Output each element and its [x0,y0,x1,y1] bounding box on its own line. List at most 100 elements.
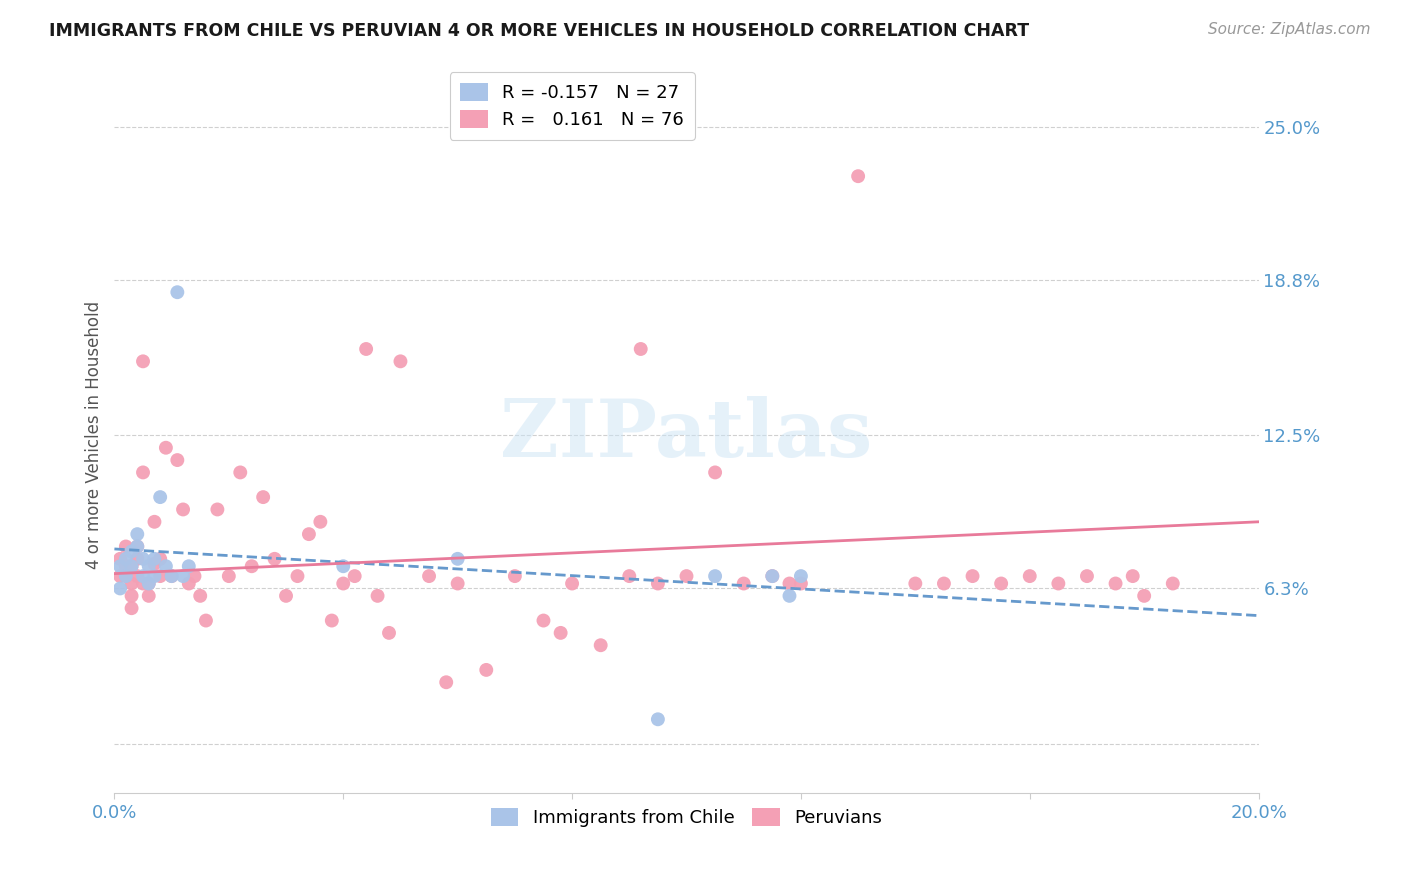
Point [207,502,229,516]
Point [561,576,583,591]
Point [132,551,155,566]
Point [704,466,727,480]
Point [194,614,217,628]
Point [149,490,172,504]
Text: ZIPatlas: ZIPatlas [501,396,873,475]
Point [298,527,321,541]
Point [127,569,149,583]
Point [779,576,801,591]
Point [790,569,813,583]
Point [1161,576,1184,591]
Point [155,441,177,455]
Point [962,569,984,583]
Point [343,569,366,583]
Point [143,551,166,566]
Point [704,569,727,583]
Point [127,527,149,541]
Point [550,626,572,640]
Point [904,576,927,591]
Point [418,569,440,583]
Point [503,569,526,583]
Point [321,614,343,628]
Point [675,569,697,583]
Point [733,576,755,591]
Point [1133,589,1156,603]
Point [475,663,498,677]
Point [160,569,183,583]
Point [647,576,669,591]
Point [108,559,131,574]
Point [367,589,389,603]
Point [434,675,457,690]
Point [287,569,309,583]
Point [127,540,149,554]
Point [121,559,143,574]
Point [121,544,143,558]
Point [143,557,166,571]
Point [143,569,166,583]
Point [132,576,155,591]
Y-axis label: 4 or more Vehicles in Household: 4 or more Vehicles in Household [86,301,103,569]
Point [932,576,955,591]
Point [790,576,813,591]
Point [188,589,211,603]
Point [121,589,143,603]
Point [108,582,131,596]
Point [177,576,200,591]
Point [779,589,801,603]
Point [183,569,205,583]
Text: Source: ZipAtlas.com: Source: ZipAtlas.com [1208,22,1371,37]
Point [127,540,149,554]
Point [108,569,131,583]
Point [155,559,177,574]
Point [630,342,652,356]
Point [149,551,172,566]
Point [309,515,332,529]
Point [115,569,138,583]
Point [160,569,183,583]
Point [177,559,200,574]
Point [132,466,155,480]
Point [121,559,143,574]
Point [263,551,285,566]
Point [1047,576,1070,591]
Point [138,576,160,591]
Point [274,589,297,603]
Point [589,638,612,652]
Point [121,601,143,615]
Point [533,614,555,628]
Point [619,569,641,583]
Point [378,626,401,640]
Point [115,559,138,574]
Point [172,502,194,516]
Point [108,551,131,566]
Point [127,551,149,566]
Point [1104,576,1126,591]
Point [121,576,143,591]
Point [332,576,354,591]
Point [761,569,783,583]
Point [115,540,138,554]
Point [115,569,138,583]
Point [138,576,160,591]
Point [218,569,240,583]
Point [166,285,188,300]
Point [143,515,166,529]
Point [166,453,188,467]
Point [1122,569,1144,583]
Legend: Immigrants from Chile, Peruvians: Immigrants from Chile, Peruvians [484,801,889,834]
Point [1018,569,1040,583]
Point [990,576,1012,591]
Point [846,169,869,184]
Point [332,559,354,574]
Point [447,551,470,566]
Point [354,342,377,356]
Text: IMMIGRANTS FROM CHILE VS PERUVIAN 4 OR MORE VEHICLES IN HOUSEHOLD CORRELATION CH: IMMIGRANTS FROM CHILE VS PERUVIAN 4 OR M… [49,22,1029,40]
Point [115,551,138,566]
Point [761,569,783,583]
Point [240,559,263,574]
Point [1076,569,1098,583]
Point [138,589,160,603]
Point [229,466,252,480]
Point [647,712,669,726]
